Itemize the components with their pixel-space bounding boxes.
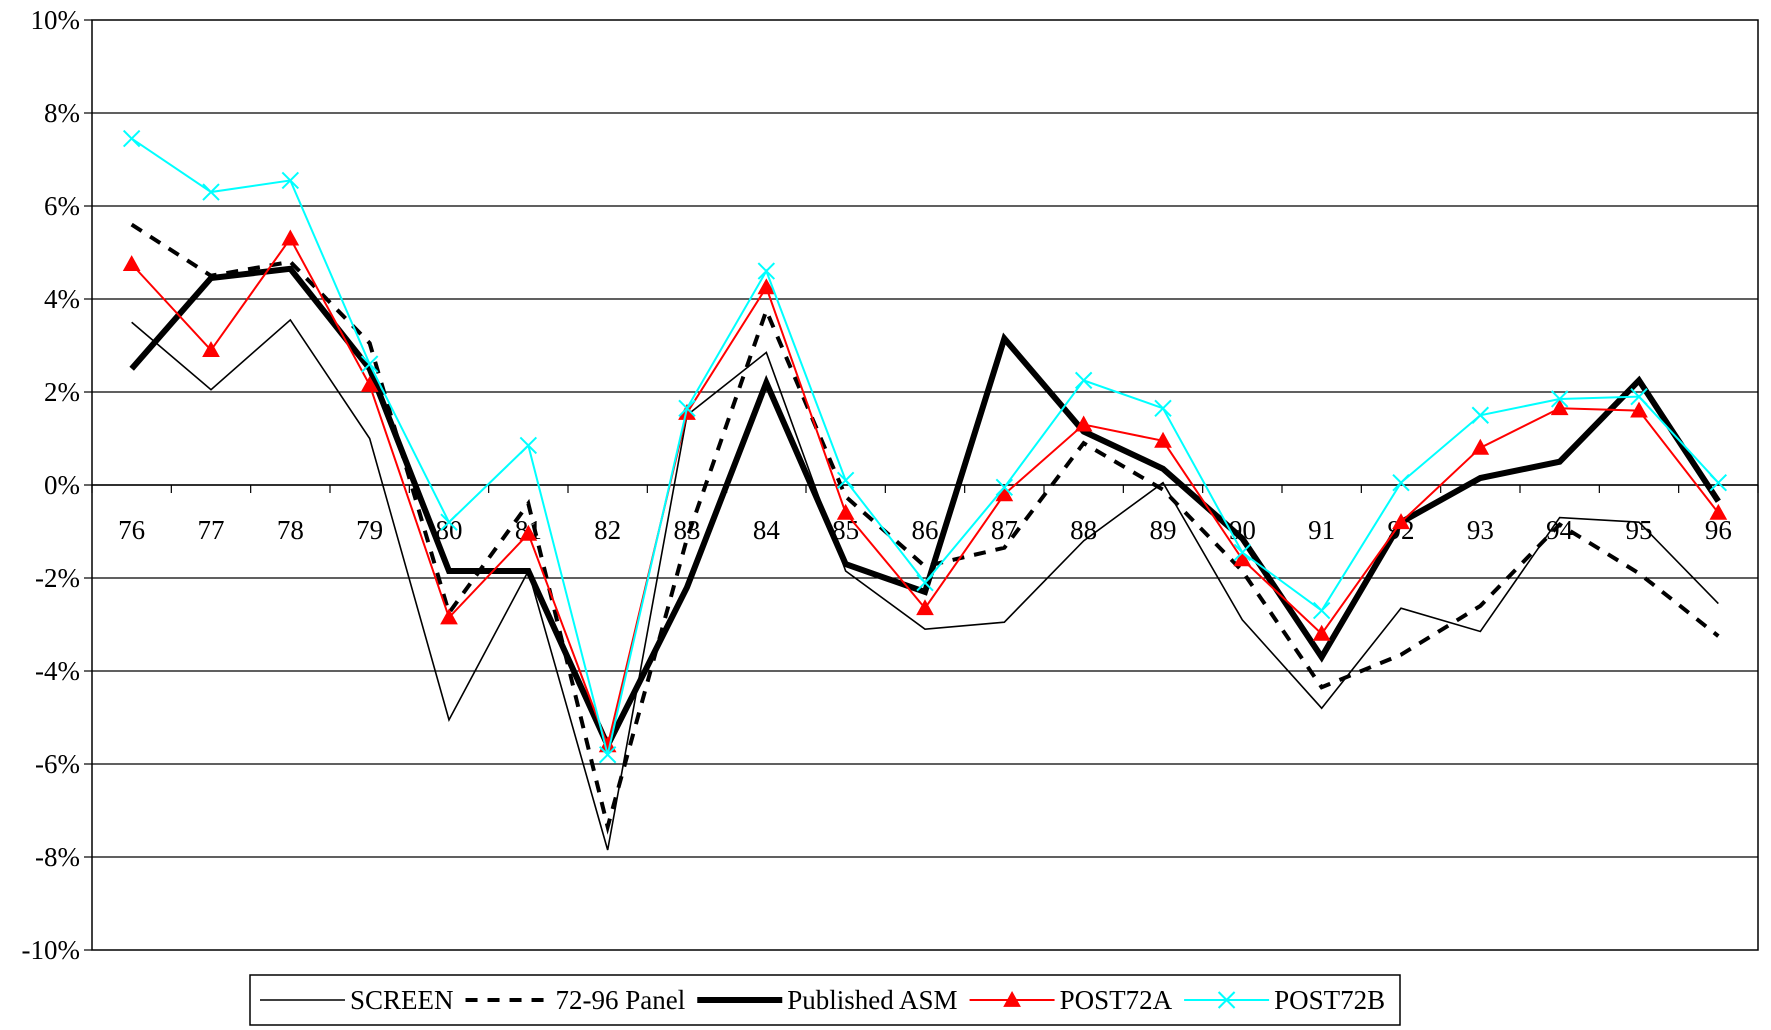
legend-label-screen: SCREEN [350,985,454,1015]
x-tick-label: 91 [1308,515,1335,545]
data-point-post72a [360,375,379,392]
legend-label-72-96-panel: 72-96 Panel [556,985,686,1015]
data-point-post72a [1550,399,1569,416]
data-point-post72b [122,129,141,148]
series-line-published-asm [129,265,1721,753]
data-point-post72b [1154,399,1172,417]
data-point-post72b [1630,387,1648,406]
x-tick-label: 82 [594,515,621,545]
x-tick-label: 83 [674,515,701,545]
y-tick-label: -6% [35,749,80,779]
data-point-post72a [1392,513,1410,530]
y-axis-tick-labels: 10% 8% 6% 4% 2% 0% -2% -4% -6% -8% -10% [22,5,92,965]
x-tick-label: 86 [912,515,939,545]
data-point-post72a [916,599,934,616]
data-point-post72b [1709,473,1728,492]
legend-marker-post72b [1217,991,1236,1009]
data-point-post72b [1550,390,1569,408]
data-point-post72a [1471,438,1490,455]
data-point-post72b [995,478,1014,497]
data-point-post72b [916,573,934,592]
series-lines [122,129,1728,851]
data-point-post72a [836,503,855,520]
y-tick-label: 6% [44,191,80,221]
x-tick-label: 95 [1626,515,1653,545]
x-tick-label: 78 [277,515,304,545]
series-line-post72a [130,236,1720,749]
data-point-post72a [281,229,300,246]
legend-marker-post72a [1003,990,1021,1007]
x-tick-label: 77 [198,515,225,545]
data-point-post72b [1471,406,1490,424]
y-tick-label: 8% [44,98,80,128]
data-point-post72b [360,355,379,373]
data-point-post72a [202,341,220,358]
y-tick-label: -8% [35,842,80,872]
x-tick-label: 87 [991,515,1018,545]
y-tick-label: 0% [44,470,80,500]
data-point-post72b [1233,543,1252,562]
data-point-post72b [440,513,458,531]
data-point-post72a [1312,624,1331,641]
data-point-post72b [757,262,776,280]
y-tick-label: -4% [35,656,80,686]
x-tick-label: 79 [356,515,383,545]
data-point-post72a [1154,431,1172,448]
data-point-post72b [519,436,538,455]
data-point-post72a [1630,401,1648,418]
data-point-post72a [1709,503,1728,520]
data-point-post72a [1233,550,1252,567]
y-tick-label: -2% [35,563,80,593]
series-line-screen [131,318,1719,851]
data-point-post72b [1312,601,1331,620]
data-point-post72a [519,524,538,541]
legend-label-published-asm: Published ASM [787,985,957,1015]
x-tick-label: 76 [118,515,145,545]
data-point-post72a [122,255,141,272]
x-tick-label: 89 [1150,515,1177,545]
data-point-post72b [836,471,855,490]
data-point-post72a [440,608,458,625]
data-point-post72a [1074,415,1093,432]
data-point-post72b [678,399,696,417]
y-tick-label: 2% [44,377,80,407]
legend: SCREEN 72-96 Panel Published ASM POST72A POS… [249,974,1401,1026]
data-point-post72b [1392,473,1410,492]
y-tick-label: -10% [22,935,80,965]
x-tick-label: 84 [753,515,781,545]
data-point-post72a [757,278,776,295]
data-point-post72b [1074,371,1093,390]
x-axis: 7677787980818283848586878889909192939495… [91,484,1759,545]
data-point-post72b [202,183,220,201]
x-tick-label: 96 [1705,515,1732,545]
legend-label-post72a: POST72A [1060,985,1173,1015]
y-tick-label: 10% [31,5,81,35]
x-tick-label: 93 [1467,515,1494,545]
legend-label-post72b: POST72B [1274,985,1385,1015]
data-point-post72b [281,171,300,190]
y-tick-label: 4% [44,284,80,314]
data-point-post72b [598,745,617,764]
